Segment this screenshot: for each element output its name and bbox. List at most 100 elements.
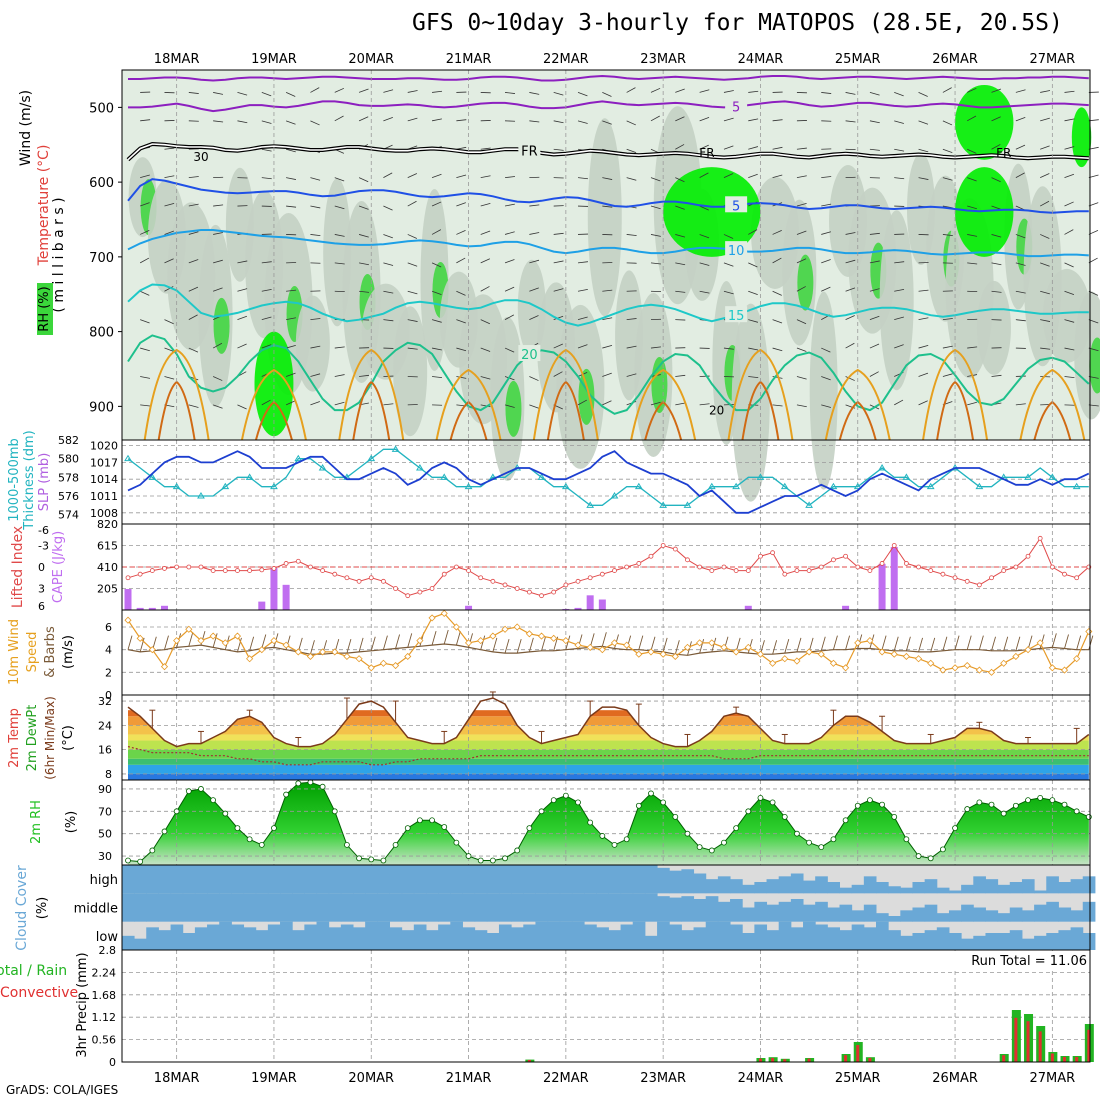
lifted-index-point [867,568,873,573]
precip-legend-total: Total / Rain [0,963,67,979]
wind-barb [1015,636,1021,651]
thickness-point [878,464,886,471]
temperature-band [128,740,1089,750]
freezing-level-contour-inner [127,143,1089,161]
cape-bar [124,589,132,610]
upper-wind-barb [626,177,637,181]
upper-wind-barb [748,229,758,235]
cloud-cover-cell [815,901,828,922]
upper-wind-barb [845,92,856,95]
lifted-index-point [648,553,654,559]
thickness-point [829,482,838,490]
upper-wind-barb [310,205,321,209]
upper-wind-barb [164,175,175,179]
upper-wind-barb [359,374,370,377]
precip-convective-bar [1026,1021,1030,1062]
precip-axis-label: 3hr Precip (mm) [75,952,90,1057]
upper-wind-barb [164,230,175,235]
upper-wind-barb [1040,173,1050,179]
precip-convective-bar [1014,1017,1018,1062]
upper-wind-barb [991,290,1002,293]
upper-wind-barb [942,318,953,321]
wind-speed-point [464,639,473,647]
lifted-index-point [210,568,216,573]
rh-point [684,830,691,837]
cloud-cover-cell [547,893,561,922]
rh-point [915,853,922,859]
cloud-cover-cell [1082,901,1096,922]
cloud-cover-cell [1009,907,1023,922]
lifted-index-point [831,557,836,563]
lifted-index-point [502,582,508,588]
cloud-cover-cell [170,865,184,894]
wind-speed-point [635,650,643,658]
thickness-point [1024,473,1032,480]
upper-wind-barb [845,342,855,349]
upper-wind-barb [407,262,418,267]
y-axis-label-pressure: ( m i l l i b a r s ) [51,197,67,312]
cloud-cover-cell [851,924,865,950]
cape-bar [465,605,473,610]
upper-wind-barb [334,234,345,237]
upper-wind-barb [188,176,199,179]
rh-point [331,808,338,815]
cloud-cover-cell [535,893,549,922]
upper-wind-barb [140,319,150,324]
contour-label: 20 [521,348,538,363]
cloud-cover-cell [693,873,707,894]
y-tick-label: 2.8 [99,944,117,957]
cloud-cover-cell [425,893,439,922]
upper-wind-barb [991,374,1002,377]
thickness-line [127,448,1089,507]
cloud-cover-cell [207,893,220,922]
lifted-index-point [782,571,788,577]
precip-convective-bar [771,1057,775,1062]
precip-convective-bar [1038,1031,1042,1062]
upper-wind-barb [942,120,953,126]
upper-wind-barb [139,257,150,264]
cape-bar [258,601,266,610]
upper-wind-barb [456,257,466,264]
temperature-band [128,758,1089,765]
upper-wind-barb [1040,234,1050,239]
cloud-cover-cell [365,865,378,894]
lifted-index-point [417,589,423,595]
rh-point [867,797,873,804]
y-tick-label: 0 [109,1056,116,1069]
upper-wind-barb [602,289,613,292]
wind-barb [954,635,960,650]
cape-bar [598,599,606,610]
upper-wind-barb [529,232,540,235]
upper-wind-barb [1040,262,1050,267]
cloud-cover-cell [559,865,573,894]
thickness-point [294,454,303,462]
rh-point [745,808,752,815]
x-tick-label-bottom: 27MAR [1030,1071,1076,1086]
lifted-index-point [320,568,326,573]
rh-shade-area [393,306,428,437]
lifted-index-point [770,550,776,556]
rh-point [611,841,618,848]
rh-point [927,855,934,862]
upper-wind-barb [675,144,685,150]
rh-green-area [213,297,230,354]
y-tick-label: 2.24 [92,966,117,979]
upper-wind-barb [699,117,710,122]
cloud-cover-cell [280,893,293,922]
cloud-cover-cell [486,893,500,922]
wind-speed-point [586,643,594,651]
cloud-cover-cell [450,865,463,894]
cloud-cover-cell [340,893,354,922]
rh-point [125,857,131,864]
temperature-band [128,764,1089,774]
wind-axis-label: & Barbs [43,626,58,678]
cloud-cover-cell [462,865,476,894]
wind-speed-point [817,650,825,658]
upper-wind-barb [723,234,734,239]
upper-wind-barb [286,205,297,208]
upper-wind-barb [602,92,612,97]
cloud-cover-cell [304,893,318,922]
cloud-cover-cell [681,869,695,894]
cloud-cover-cell [875,921,889,950]
cloud-cover-cell [730,899,743,922]
